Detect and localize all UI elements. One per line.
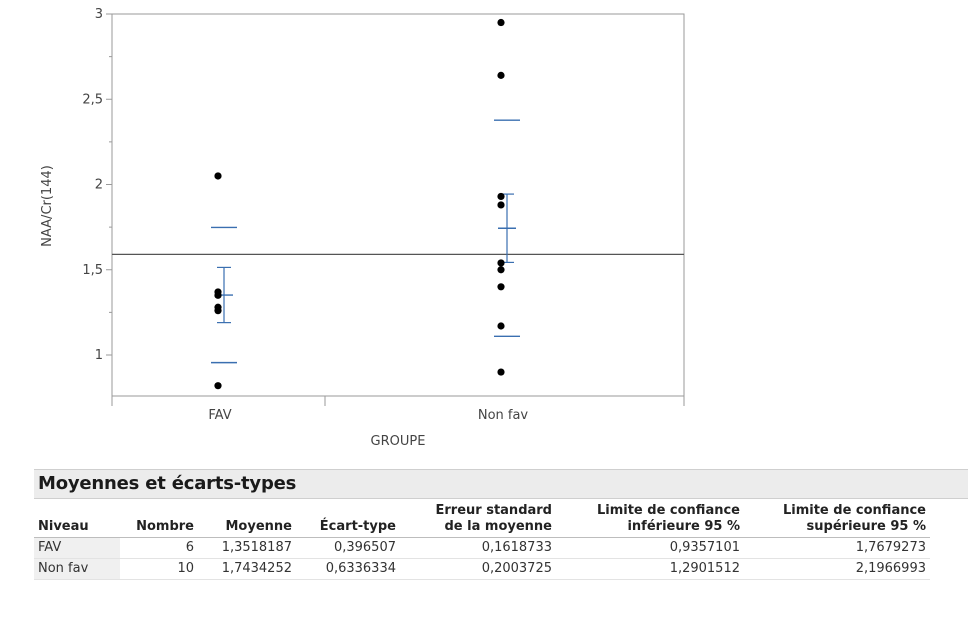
cell-mean: 1,7434252 (198, 558, 296, 580)
data-point (214, 172, 222, 180)
data-point (214, 288, 222, 296)
stats-table: Niveau Nombre Moyenne Écart-type Erreur … (34, 503, 930, 580)
plot-frame (111, 13, 685, 397)
data-point (497, 71, 505, 79)
means-sd-report: Moyennes et écarts-types Niveau Nombre M… (34, 469, 968, 619)
y-tick-label: 2 (95, 178, 103, 193)
group-stat-marks (211, 119, 520, 364)
y-tick-label: 2,5 (82, 92, 103, 107)
cell-se: 0,1618733 (400, 537, 556, 559)
table-row: FAV 6 1,3518187 0,396507 0,1618733 0,935… (34, 537, 930, 559)
table-row: Non fav 10 1,7434252 0,6336334 0,2003725… (34, 558, 930, 580)
report-header[interactable]: Moyennes et écarts-types (34, 469, 968, 499)
col-header-lcl: Limite de confiance inférieure 95 % (556, 503, 744, 538)
report-title: Moyennes et écarts-types (38, 473, 297, 494)
x-axis-title: GROUPE (371, 434, 426, 449)
data-point (497, 259, 505, 267)
x-tick-label: Non fav (478, 408, 529, 423)
stats-header-row: Niveau Nombre Moyenne Écart-type Erreur … (34, 503, 930, 538)
col-header-mean: Moyenne (198, 503, 296, 538)
cell-ucl: 1,7679273 (744, 537, 930, 559)
y-tick-label: 1,5 (82, 263, 103, 278)
col-header-ucl: Limite de confiance supérieure 95 % (744, 503, 930, 538)
col-header-se: Erreur standard de la moyenne (400, 503, 556, 538)
data-point (497, 201, 505, 209)
cell-level: Non fav (34, 558, 120, 580)
cell-sd: 0,396507 (296, 537, 400, 559)
y-axis-title: NAA/Cr(144) (40, 165, 55, 247)
cell-count: 10 (120, 558, 198, 580)
y-axis: 1 1,5 2 2,5 3 (82, 7, 112, 363)
data-point (214, 382, 222, 390)
cell-lcl: 1,2901512 (556, 558, 744, 580)
cell-mean: 1,3518187 (198, 537, 296, 559)
cell-lcl: 0,9357101 (556, 537, 744, 559)
data-point (497, 368, 505, 376)
oneway-chart: 1 1,5 2 2,5 3 FAV Non fav NAA/Cr(144) GROUPE (40, 7, 685, 449)
data-point (214, 303, 222, 311)
col-header-sd: Écart-type (296, 503, 400, 538)
data-point (497, 266, 505, 274)
cell-level: FAV (34, 537, 120, 559)
x-tick-label: FAV (208, 408, 231, 423)
col-header-count: Nombre (120, 503, 198, 538)
data-point (497, 192, 505, 201)
data-point (497, 322, 505, 330)
y-tick-label: 3 (95, 7, 103, 22)
cell-ucl: 2,1966993 (744, 558, 930, 580)
cell-count: 6 (120, 537, 198, 559)
col-header-level: Niveau (34, 503, 120, 538)
y-tick-label: 1 (95, 348, 103, 363)
data-point (497, 283, 505, 291)
data-points (214, 18, 505, 390)
cell-sd: 0,6336334 (296, 558, 400, 580)
x-axis: FAV Non fav (111, 396, 685, 423)
data-point (497, 18, 505, 27)
cell-se: 0,2003725 (400, 558, 556, 580)
